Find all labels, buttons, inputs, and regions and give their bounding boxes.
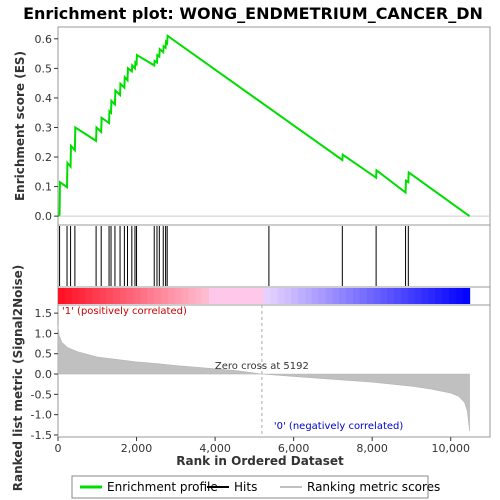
color-bar-segment (195, 288, 202, 304)
color-bar-segment (367, 288, 374, 304)
color-bar-segment (79, 288, 86, 304)
es-y-tick-label: 0.4 (35, 92, 53, 105)
legend-label: Hits (234, 480, 257, 494)
color-bar-segment (298, 288, 305, 304)
es-y-tick-label: 0.6 (35, 33, 53, 46)
color-bar-segment (422, 288, 429, 304)
color-bar-segment (202, 288, 209, 304)
metric-x-label: Rank in Ordered Dataset (176, 454, 344, 468)
color-bar-segment (120, 288, 127, 304)
color-bar-segment (113, 288, 120, 304)
color-bar-segment (380, 288, 387, 304)
color-bar-segment (154, 288, 161, 304)
color-bar-segment (435, 288, 442, 304)
hits-panel-frame (58, 225, 490, 287)
color-bar-segment (291, 288, 298, 304)
metric-y-label: Ranked list metric (Signal2Noise) (11, 265, 25, 492)
color-bar-segment (264, 288, 271, 304)
legend-label: Enrichment profile (107, 480, 218, 494)
es-y-tick-label: 0.2 (35, 151, 53, 164)
color-bar-segment (374, 288, 381, 304)
metric-x-ticks: 0 2,000 4,000 6,000 8,000 10,000 (55, 437, 470, 455)
color-bar-segment (133, 288, 140, 304)
metric-y-tick-label: 1.5 (35, 307, 53, 320)
color-bar-segment (181, 288, 188, 304)
metric-y-ticks: 1.5 1.0 0.5 0.0 -0.5 -1.0 -1.5 (31, 307, 58, 442)
metric-x-tick-label: 10,000 (431, 442, 470, 455)
color-bar-segment (58, 288, 65, 304)
color-bar-segment (236, 288, 243, 304)
color-bar-segment (319, 288, 326, 304)
color-bar-segment (72, 288, 79, 304)
positive-correlation-label: '1' (positively correlated) (62, 306, 187, 317)
color-bar-segment (65, 288, 72, 304)
color-bar-segment (140, 288, 147, 304)
es-y-tick-label: 0.0 (35, 210, 53, 223)
color-bar-segment (168, 288, 175, 304)
metric-y-tick-label: -1.0 (31, 409, 52, 422)
es-y-label: Enrichment score (ES) (13, 51, 27, 201)
color-bar-segment (85, 288, 92, 304)
zero-cross-label: Zero cross at 5192 (215, 361, 309, 372)
metric-y-tick-label: -1.5 (31, 429, 52, 442)
color-bar-segment (188, 288, 195, 304)
legend-label: Ranking metric scores (307, 480, 440, 494)
color-bar-segment (229, 288, 236, 304)
es-y-tick-label: 0.5 (35, 62, 53, 75)
color-bar-segment (257, 288, 264, 304)
color-bar-segment (147, 288, 154, 304)
color-bar-segment (209, 288, 216, 304)
color-bar-segment (428, 288, 435, 304)
es-y-tick-label: 0.1 (35, 181, 53, 194)
color-bar-segment (106, 288, 113, 304)
color-bar-segment (127, 288, 134, 304)
color-bar-segment (223, 288, 230, 304)
es-panel-frame (58, 27, 490, 225)
color-bar-segment (401, 288, 408, 304)
metric-x-tick-label: 2,000 (121, 442, 153, 455)
color-bar-segment (353, 288, 360, 304)
color-bar-segment (463, 288, 470, 304)
color-bar-segment (449, 288, 456, 304)
metric-y-tick-label: 0.5 (35, 348, 53, 361)
color-bar-segment (278, 288, 285, 304)
es-y-tick-label: 0.3 (35, 121, 53, 134)
color-bar-segment (339, 288, 346, 304)
color-bar-segment (326, 288, 333, 304)
metric-y-tick-label: 1.0 (35, 327, 53, 340)
metric-x-tick-label: 0 (55, 442, 62, 455)
color-bar-segment (415, 288, 422, 304)
color-bar-segment (408, 288, 415, 304)
color-bar-segment (284, 288, 291, 304)
color-bar-segment (456, 288, 463, 304)
chart-title: Enrichment plot: WONG_ENDMETRIUM_CANCER_… (23, 4, 483, 23)
color-bar-segment (312, 288, 319, 304)
color-bar-segment (346, 288, 353, 304)
ranking-color-bar (58, 288, 470, 304)
color-bar-segment (442, 288, 449, 304)
color-bar-segment (243, 288, 250, 304)
color-bar-segment (161, 288, 168, 304)
color-bar-segment (360, 288, 367, 304)
color-bar-segment (271, 288, 278, 304)
color-bar-segment (387, 288, 394, 304)
negative-correlation-label: '0' (negatively correlated) (274, 421, 403, 432)
color-bar-segment (99, 288, 106, 304)
color-bar-segment (92, 288, 99, 304)
metric-y-tick-label: -0.5 (31, 388, 52, 401)
color-bar-segment (394, 288, 401, 304)
metric-y-tick-label: 0.0 (35, 368, 53, 381)
color-bar-segment (250, 288, 257, 304)
color-bar-segment (216, 288, 223, 304)
color-bar-segment (305, 288, 312, 304)
metric-x-tick-label: 8,000 (356, 442, 388, 455)
color-bar-segment (175, 288, 182, 304)
color-bar-segment (332, 288, 339, 304)
